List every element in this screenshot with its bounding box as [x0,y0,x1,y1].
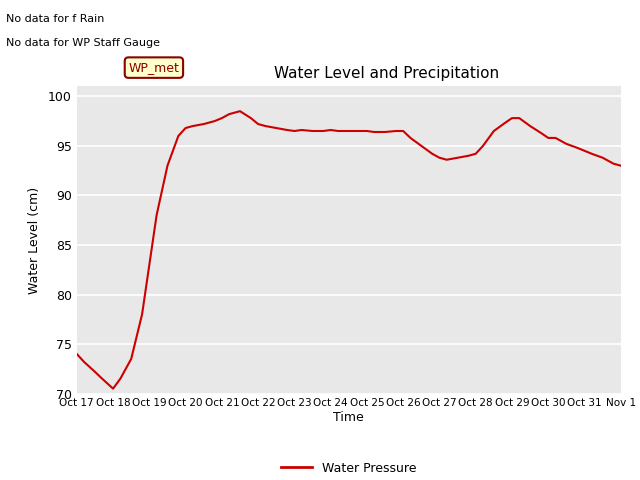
Text: No data for f Rain: No data for f Rain [6,14,105,24]
Text: WP_met: WP_met [129,61,179,74]
Legend: Water Pressure: Water Pressure [276,456,422,480]
X-axis label: Time: Time [333,411,364,424]
Title: Water Level and Precipitation: Water Level and Precipitation [275,66,499,81]
Y-axis label: Water Level (cm): Water Level (cm) [28,186,41,294]
Text: No data for WP Staff Gauge: No data for WP Staff Gauge [6,38,161,48]
